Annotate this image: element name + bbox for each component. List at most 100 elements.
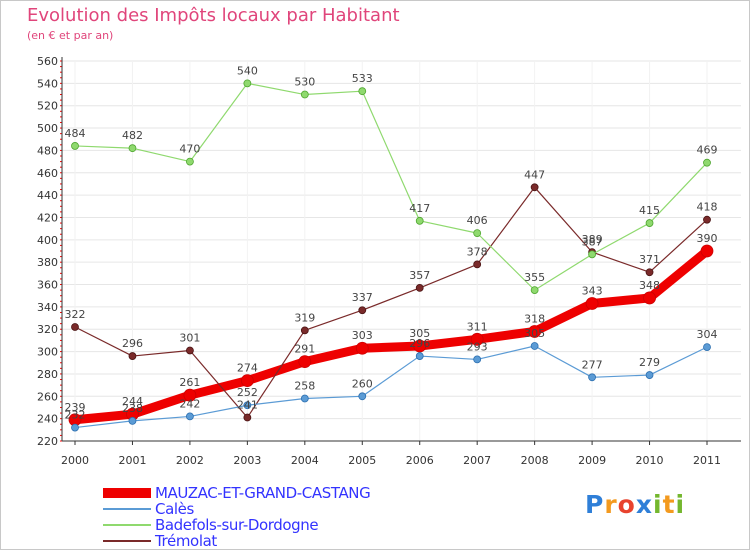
data-label: 260	[352, 377, 373, 390]
y-tick-label: 260	[37, 390, 58, 403]
data-point	[645, 219, 654, 227]
data-label: 311	[467, 320, 488, 333]
data-point	[358, 306, 367, 315]
data-label: 322	[65, 308, 86, 321]
x-tick-label: 2003	[233, 454, 261, 467]
brand-letter: o	[617, 490, 636, 519]
data-point	[128, 352, 137, 360]
data-point	[186, 157, 194, 166]
data-point	[645, 371, 654, 379]
data-label: 343	[582, 285, 603, 298]
y-tick-label: 320	[37, 323, 58, 336]
data-point	[588, 250, 596, 259]
data-label: 417	[409, 202, 430, 215]
chart-subtitle: (en € et par an)	[27, 29, 114, 42]
y-tick-label: 340	[37, 301, 58, 314]
data-label: 415	[639, 204, 660, 217]
data-label: 418	[697, 201, 718, 214]
y-tick-label: 280	[37, 368, 58, 381]
data-point	[300, 394, 309, 403]
series-line	[70, 246, 712, 425]
y-tick-label: 360	[37, 279, 58, 292]
y-tick-label: 400	[37, 234, 58, 247]
data-point	[530, 342, 539, 350]
data-labels: 239 244 261 274 291 303 305 311 318 343 348 390 232 2…	[65, 64, 718, 421]
data-point	[243, 413, 252, 422]
series-line	[74, 186, 708, 419]
data-label: 239	[65, 401, 86, 414]
legend-label: Trémolat	[155, 532, 217, 550]
data-label: 540	[237, 64, 258, 77]
y-tick-label: 500	[37, 122, 58, 135]
x-tick-label: 2006	[406, 454, 434, 467]
data-label: 296	[122, 337, 143, 350]
series-lines	[68, 79, 714, 432]
y-tick-label: 300	[37, 346, 58, 359]
data-point	[473, 229, 482, 238]
data-point	[243, 401, 252, 410]
data-point	[71, 142, 79, 150]
legend-swatch	[103, 540, 151, 542]
data-label: 318	[524, 312, 545, 325]
data-label: 232	[65, 409, 86, 422]
data-label: 482	[122, 129, 143, 142]
x-axis-ticks: 2000 2001 2002 2003 2004 2005 2006 2007 2008 2009…	[61, 454, 721, 467]
data-point	[585, 297, 599, 310]
data-label: 378	[467, 245, 488, 258]
legend-label: MAUZAC-ET-GRAND-CASTANG	[155, 484, 371, 502]
data-point	[530, 286, 539, 295]
data-label: 355	[524, 271, 545, 284]
brand-logo: Proxiti	[585, 490, 685, 519]
data-label: 258	[294, 380, 315, 393]
data-label: 319	[294, 311, 315, 324]
data-label: 274	[237, 362, 258, 375]
grid-lines	[62, 60, 741, 442]
data-point	[413, 339, 427, 353]
data-point	[473, 260, 482, 269]
legend-swatch	[103, 488, 151, 498]
legend-swatch	[103, 508, 151, 510]
data-point	[473, 355, 482, 364]
x-tick-label: 2001	[118, 454, 146, 467]
data-label: 291	[294, 343, 315, 356]
data-point	[645, 268, 654, 277]
data-point	[415, 352, 424, 360]
series-tr-molat	[71, 183, 711, 422]
y-tick-label: 420	[37, 211, 58, 224]
data-label: 241	[237, 399, 258, 412]
data-point	[300, 90, 309, 99]
x-tick-label: 2010	[636, 454, 664, 467]
data-label: 406	[467, 214, 488, 227]
brand-letter: t	[662, 490, 676, 519]
y-tick-label: 220	[37, 435, 58, 448]
y-tick-label: 480	[37, 144, 58, 157]
brand-letter: x	[635, 490, 653, 519]
data-label: 469	[697, 144, 718, 157]
x-tick-label: 2000	[61, 454, 89, 467]
y-tick-label: 460	[37, 167, 58, 180]
y-axis-ticks: 220 240 260 280 300 320 340 360 380 400 420 440 460 4…	[37, 55, 58, 448]
data-label: 337	[352, 291, 373, 304]
data-label: 304	[697, 328, 718, 341]
data-label: 296	[409, 337, 430, 350]
x-tick-label: 2008	[521, 454, 549, 467]
data-label: 238	[122, 402, 143, 415]
data-label: 301	[179, 331, 200, 344]
y-tick-label: 520	[37, 100, 58, 113]
data-label: 389	[582, 233, 603, 246]
data-label: 530	[294, 76, 315, 89]
x-tick-label: 2004	[291, 454, 319, 467]
data-label: 244	[122, 395, 143, 408]
data-point	[186, 346, 194, 355]
data-point	[528, 325, 542, 338]
data-point	[298, 355, 312, 369]
x-tick-label: 2009	[578, 454, 606, 467]
data-point	[358, 392, 367, 401]
brand-letter: P	[585, 490, 605, 519]
data-label: 357	[409, 269, 430, 282]
brand-letter: r	[604, 490, 618, 519]
data-point	[128, 416, 137, 425]
data-label: 242	[179, 397, 200, 410]
series-line	[74, 345, 708, 429]
